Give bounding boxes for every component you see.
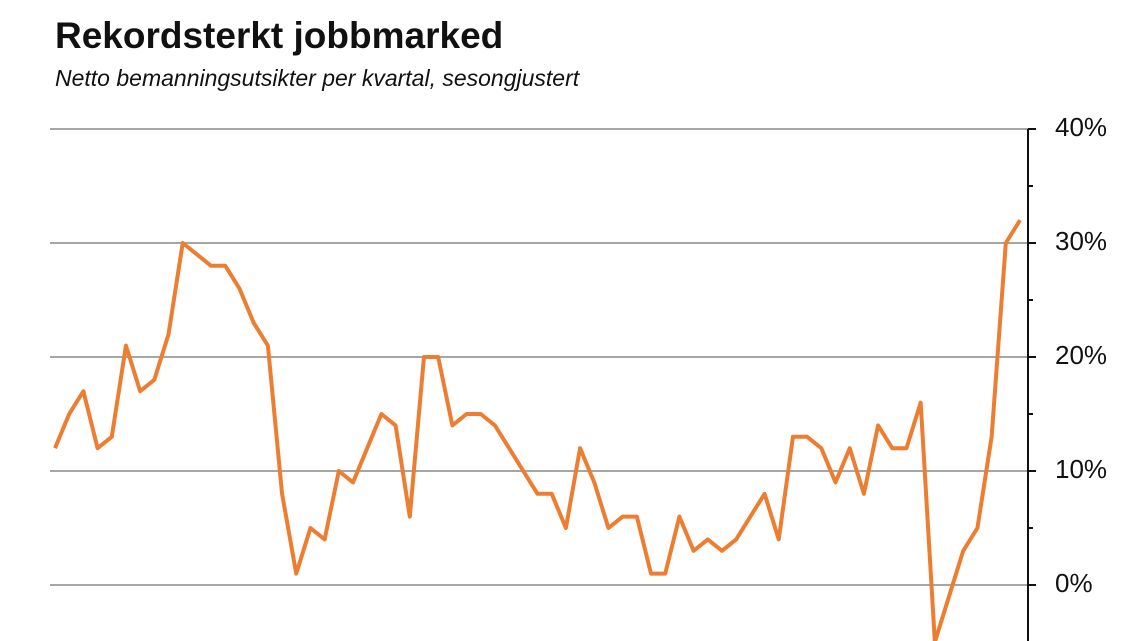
- data-line: [53, 219, 1022, 641]
- chart-subtitle: Netto bemanningsutsikter per kvartal, se…: [55, 65, 581, 91]
- chart-title: Rekordsterkt jobbmarked: [55, 15, 503, 56]
- y-tick-label: 20%: [1055, 340, 1107, 370]
- y-tick-label: 0%: [1055, 568, 1093, 598]
- y-tick-label: 30%: [1055, 226, 1107, 256]
- y-tick-label: 40%: [1055, 112, 1107, 142]
- y-tick-label: 10%: [1055, 454, 1107, 484]
